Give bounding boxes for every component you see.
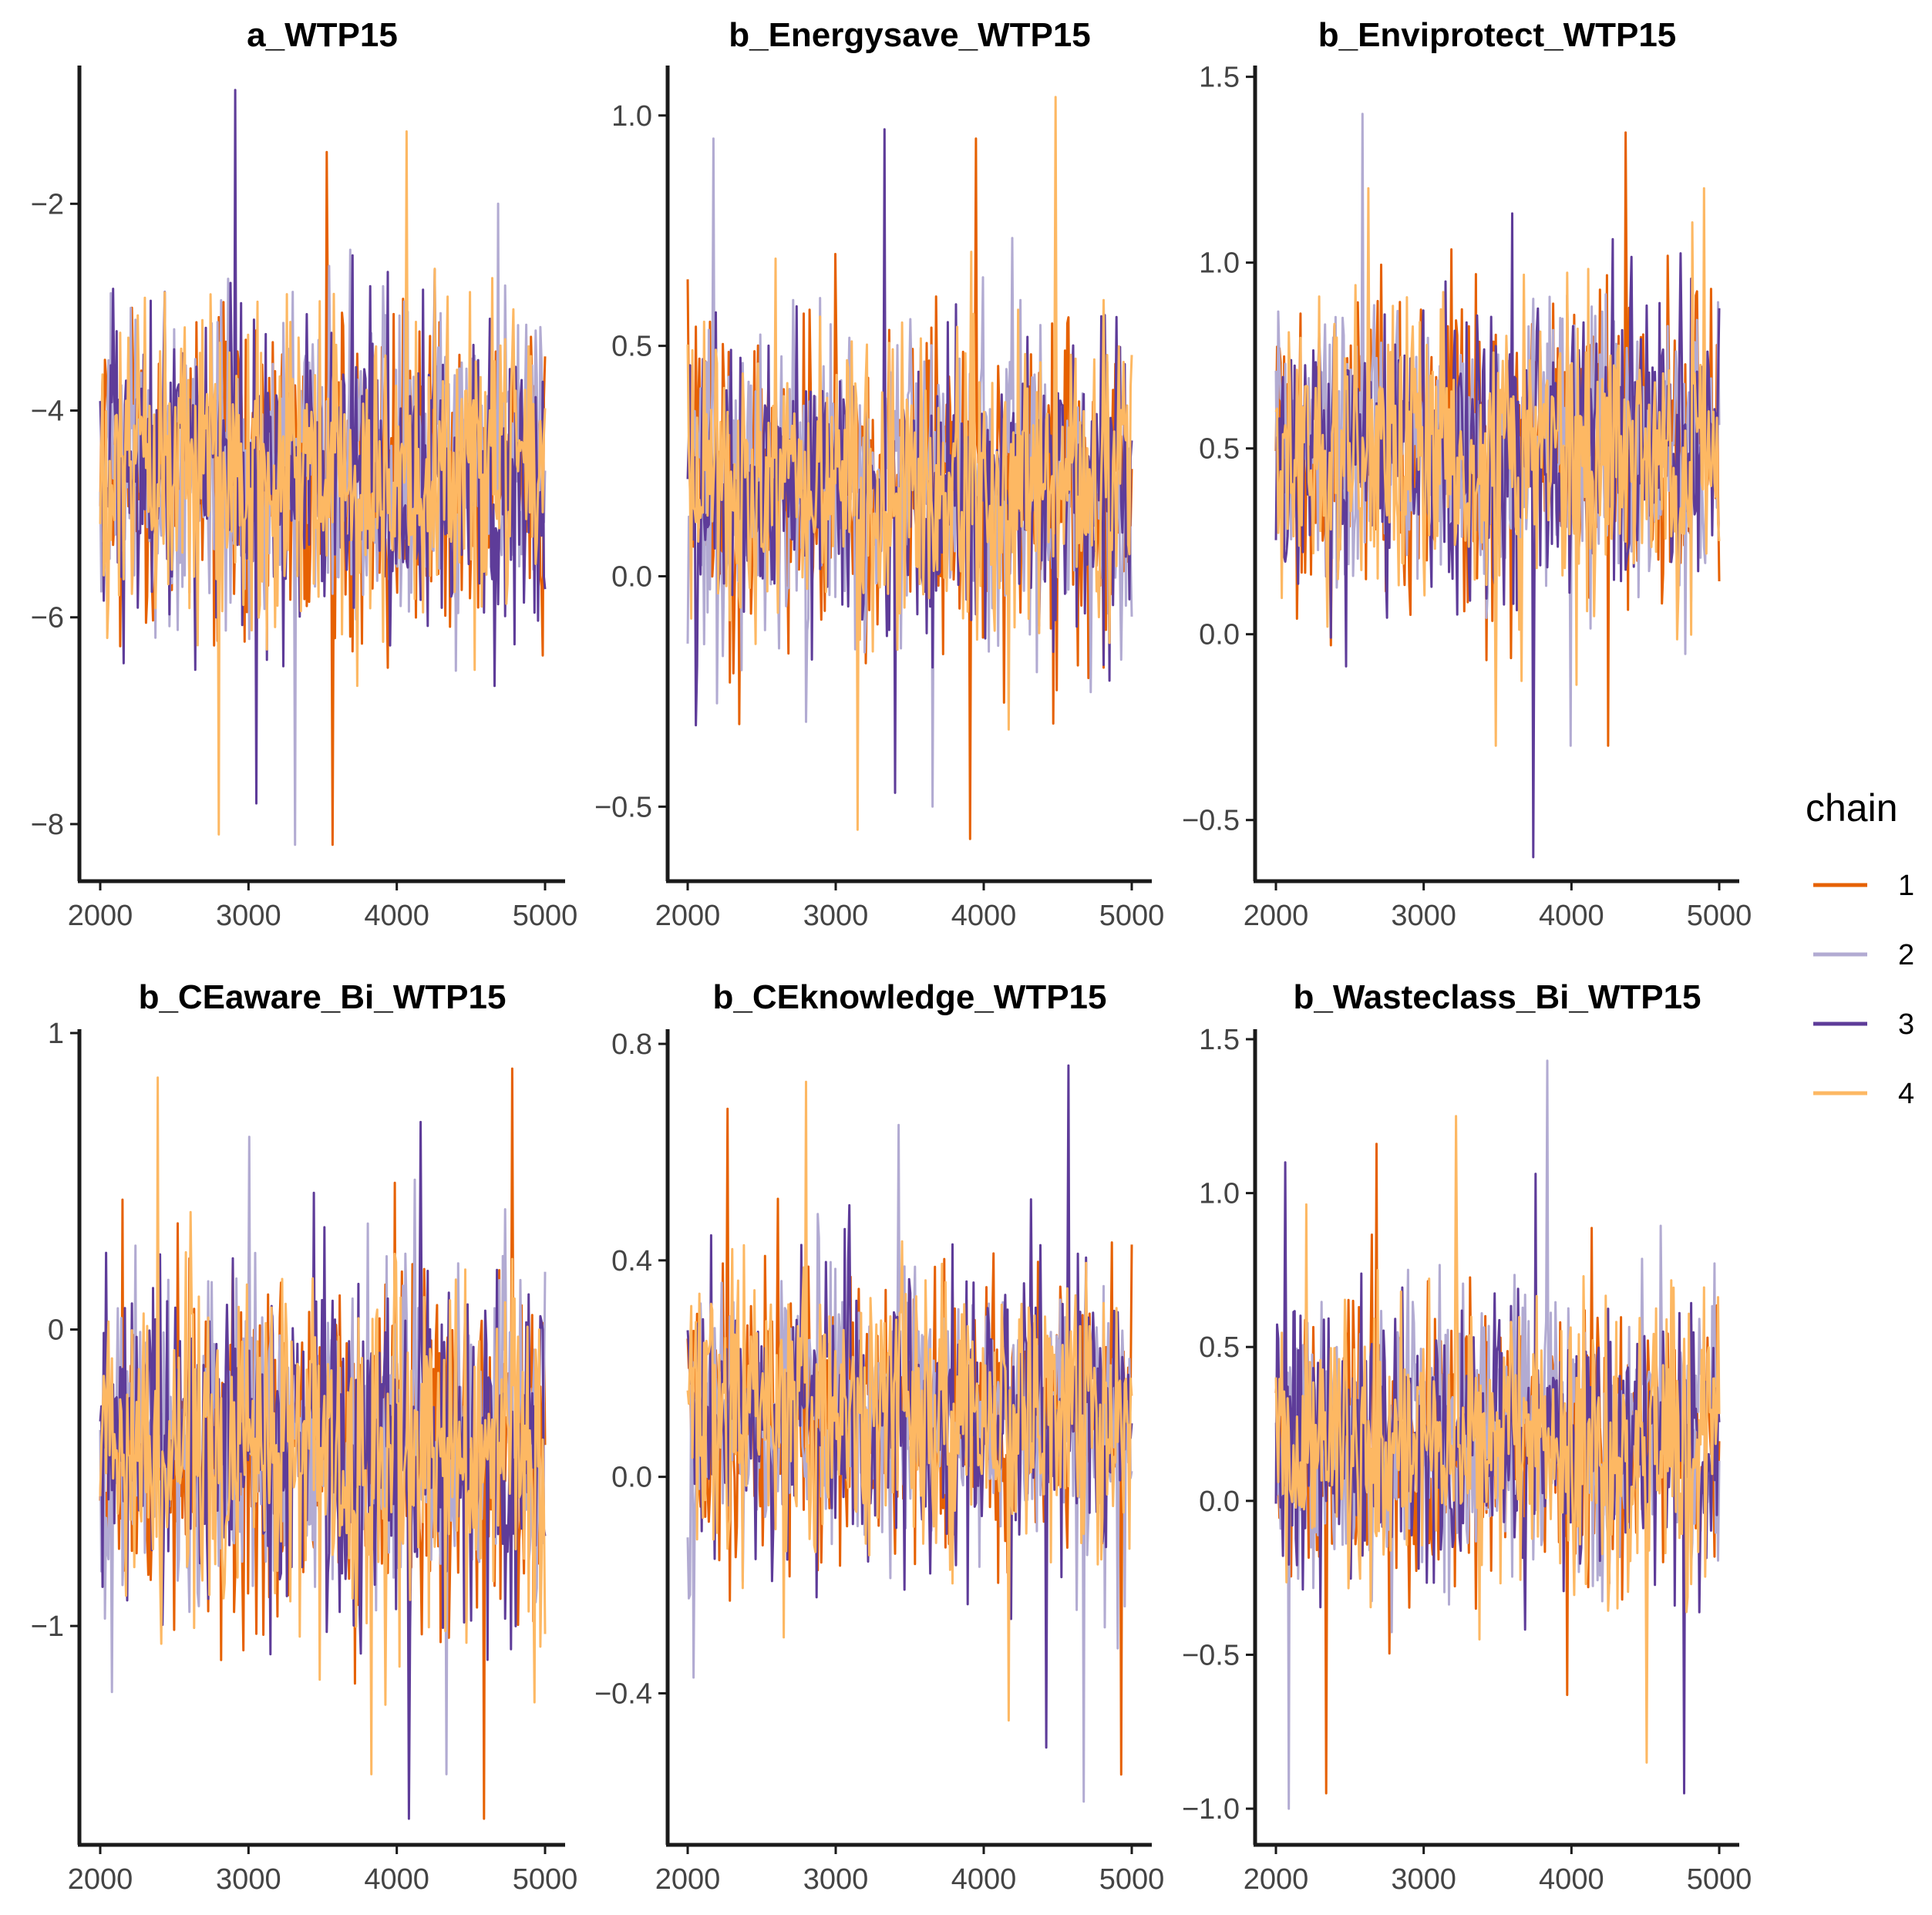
x-tick-label: 3000 <box>216 1863 281 1896</box>
x-tick-label: 2000 <box>1244 1863 1309 1896</box>
traces-group <box>99 1067 547 1820</box>
y-tick-label: 0.8 <box>611 1028 652 1061</box>
legend-label-chain-4: 4 <box>1898 1078 1914 1110</box>
traces-group <box>686 1064 1133 1803</box>
trace-panel-1: a_WTP15 −8 −6 −4 −2 2000 3000 4000 5000 <box>31 16 578 932</box>
panel-title: a_WTP15 <box>247 16 398 54</box>
trace-line-chain-4 <box>686 1080 1133 1722</box>
y-tick-label: 1.0 <box>1199 247 1240 280</box>
y-tick-label: 0.0 <box>611 1462 652 1494</box>
y-tick-label: 0.0 <box>1199 619 1240 651</box>
x-tick-label: 2000 <box>655 1863 721 1896</box>
legend: chain 1 2 3 4 <box>1806 786 1914 1110</box>
y-tick-label: −1 <box>31 1610 64 1643</box>
trace-panel-6: b_Wasteclass_Bi_WTP15 −1.0 −0.5 0.0 0.5 1.0 1.… <box>1182 978 1752 1896</box>
trace-panel-2: b_Energysave_WTP15 −0.5 0.0 0.5 1.0 2000 3000 4… <box>594 16 1164 932</box>
x-tick-label: 5000 <box>1687 900 1752 932</box>
trace-line-chain-4 <box>99 1076 547 1775</box>
x-tick-label: 4000 <box>1539 900 1604 932</box>
x-tick-label: 5000 <box>1099 900 1165 932</box>
legend-label-chain-2: 2 <box>1898 939 1914 971</box>
panel-title: b_Enviprotect_WTP15 <box>1318 16 1677 54</box>
x-tick-label: 4000 <box>1539 1863 1604 1896</box>
trace-panel-5: b_CEknowledge_WTP15 −0.4 0.0 0.4 0.8 2000 3000… <box>594 978 1164 1896</box>
x-tick-label: 3000 <box>803 1863 869 1896</box>
y-tick-label: 0.5 <box>611 331 652 363</box>
x-tick-label: 3000 <box>1391 900 1456 932</box>
x-tick-label: 2000 <box>655 900 721 932</box>
x-tick-label: 3000 <box>803 900 869 932</box>
traces-group <box>1274 113 1721 859</box>
y-tick-label: −1.0 <box>1182 1793 1240 1826</box>
traces-group <box>1274 1059 1721 1810</box>
x-tick-label: 5000 <box>1687 1863 1752 1896</box>
x-tick-label: 4000 <box>951 900 1017 932</box>
x-tick-label: 4000 <box>364 1863 429 1896</box>
y-tick-label: 1 <box>48 1018 64 1050</box>
y-tick-label: −4 <box>31 395 64 428</box>
y-tick-label: −0.5 <box>594 791 652 823</box>
y-tick-label: −0.5 <box>1182 805 1240 837</box>
y-tick-label: 0.5 <box>1199 433 1240 466</box>
y-tick-label: 1.5 <box>1199 1024 1240 1056</box>
trace-panel-4: b_CEaware_Bi_WTP15 −1 0 1 2000 3000 4000 5000 <box>31 978 578 1896</box>
x-tick-label: 5000 <box>1099 1863 1165 1896</box>
x-tick-label: 4000 <box>951 1863 1017 1896</box>
x-tick-label: 5000 <box>513 1863 578 1896</box>
panel-title: b_CEaware_Bi_WTP15 <box>139 978 507 1016</box>
y-tick-label: 0 <box>48 1314 64 1347</box>
x-tick-label: 4000 <box>364 900 429 932</box>
legend-label-chain-3: 3 <box>1898 1008 1914 1041</box>
panel-title: b_CEknowledge_WTP15 <box>712 978 1106 1016</box>
x-tick-label: 5000 <box>513 900 578 932</box>
trace-line-chain-4 <box>686 96 1133 831</box>
x-tick-label: 3000 <box>1391 1863 1456 1896</box>
x-tick-label: 2000 <box>68 900 133 932</box>
trace-line-chain-4 <box>1274 1115 1721 1764</box>
y-tick-label: −0.4 <box>594 1678 652 1710</box>
traces-group <box>99 89 547 846</box>
y-tick-label: −2 <box>31 188 64 220</box>
x-tick-label: 2000 <box>68 1863 133 1896</box>
y-tick-label: −6 <box>31 602 64 634</box>
y-tick-label: 1.0 <box>1199 1178 1240 1210</box>
trace-line-chain-4 <box>1274 187 1721 747</box>
traces-group <box>686 96 1133 840</box>
x-tick-label: 2000 <box>1244 900 1309 932</box>
y-tick-label: 0.0 <box>611 560 652 593</box>
y-tick-label: 1.0 <box>611 100 652 133</box>
trace-line-chain-4 <box>99 130 547 836</box>
x-tick-label: 3000 <box>216 900 281 932</box>
y-tick-label: 0.4 <box>611 1245 652 1277</box>
y-tick-label: 0.0 <box>1199 1486 1240 1518</box>
y-tick-label: −0.5 <box>1182 1639 1240 1671</box>
legend-title: chain <box>1806 786 1898 830</box>
y-tick-label: 0.5 <box>1199 1331 1240 1364</box>
panel-title: b_Wasteclass_Bi_WTP15 <box>1293 978 1701 1016</box>
y-tick-label: 1.5 <box>1199 62 1240 94</box>
panel-title: b_Energysave_WTP15 <box>729 16 1091 54</box>
trace-panel-3: b_Enviprotect_WTP15 −0.5 0.0 0.5 1.0 1.5 2000 3… <box>1182 16 1752 932</box>
y-tick-label: −8 <box>31 809 64 841</box>
legend-label-chain-1: 1 <box>1898 870 1914 902</box>
